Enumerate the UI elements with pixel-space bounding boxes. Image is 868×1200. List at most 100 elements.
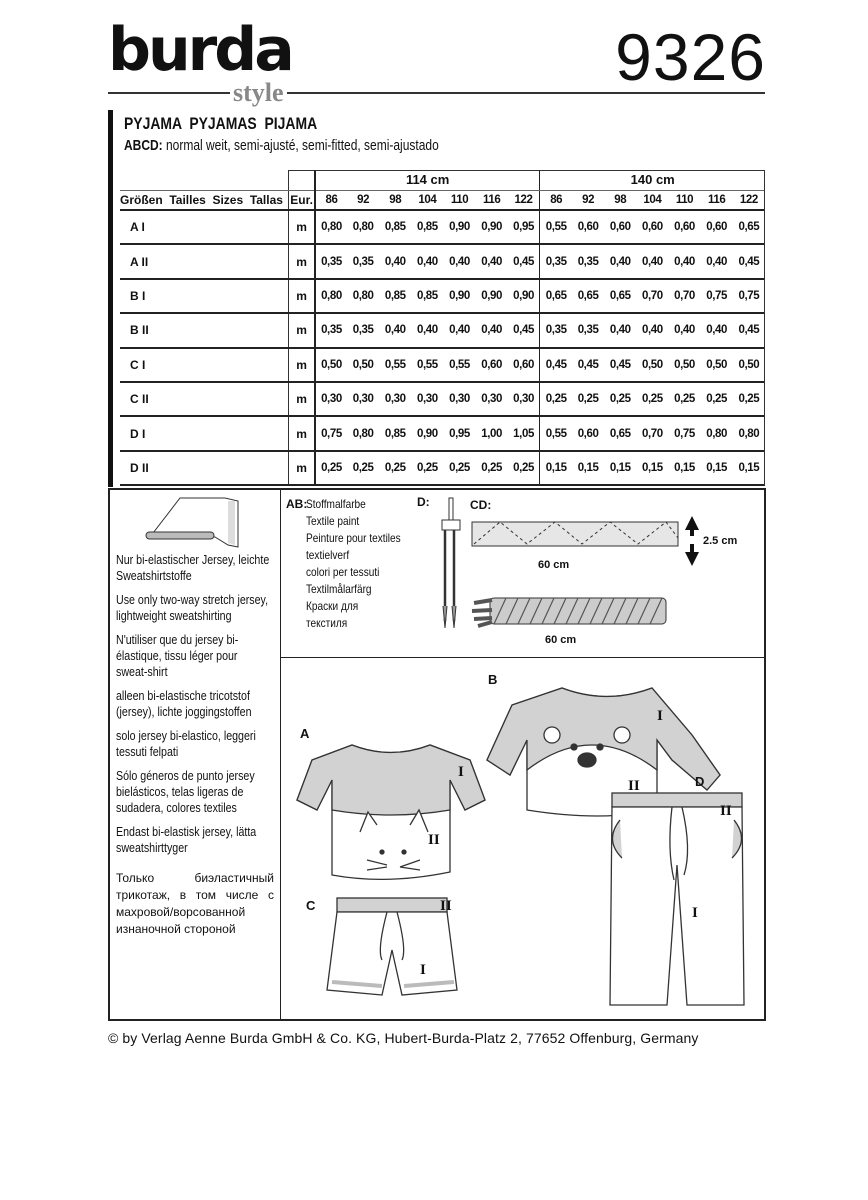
notions-d-label: D: — [417, 495, 430, 509]
table-row: D II m 0,25 0,25 0,25 0,25 0,25 0,25 0,25 0,15 0,1… — [120, 450, 765, 487]
yardage-cell: 1,05 — [507, 416, 541, 452]
yardage-cell: 0,40 — [700, 313, 733, 349]
yardage-cell: 0,25 — [411, 450, 444, 487]
yardage-cell: 0,30 — [379, 381, 412, 418]
sizes-label: Größen Tailles Sizes Tallas — [120, 190, 290, 211]
yardage-cell: 0,75 — [314, 416, 348, 452]
yardage-cell: 0,65 — [732, 210, 765, 246]
cord-length: 60 cm — [545, 634, 577, 646]
yardage-cell: 0,40 — [411, 244, 444, 280]
view-a-piece-ii: II — [428, 832, 440, 848]
yardage-cell: 0,60 — [572, 210, 605, 246]
yardage-cell: 0,30 — [347, 381, 380, 418]
yardage-cell: 0,50 — [668, 347, 701, 383]
yardage-cell: 0,45 — [572, 347, 605, 383]
row-unit: m — [288, 313, 316, 349]
subtitle-text: normal weit, semi-ajusté, semi-fitted, s… — [162, 137, 439, 154]
yardage-cell: 0,15 — [668, 450, 701, 487]
yardage-cell: 0,30 — [411, 381, 444, 418]
table-right-border — [764, 170, 765, 486]
row-unit: m — [288, 450, 316, 487]
yardage-cell: 0,45 — [539, 347, 573, 383]
yardage-cell: 0,90 — [475, 210, 508, 246]
size-header-116: 116 — [700, 190, 733, 211]
yardage-cell: 0,60 — [572, 416, 605, 452]
yardage-cell: 0,70 — [636, 416, 669, 452]
yardage-cell: 0,45 — [507, 244, 541, 280]
fabric-text: Endast bi-elastisk jersey, lätta sweatsh… — [116, 824, 257, 855]
fabric-recommendations: Nur bi-elastischer Jersey, leichte Sweat… — [116, 552, 276, 938]
yardage-cell: 0,40 — [700, 244, 733, 280]
row-unit: m — [288, 244, 316, 280]
row-unit: m — [288, 416, 316, 452]
yardage-cell: 0,45 — [732, 244, 765, 280]
yardage-cell: 0,95 — [507, 210, 541, 246]
view-c-piece-ii: II — [440, 898, 452, 914]
size-header-98: 98 — [379, 190, 412, 211]
yardage-cell: 0,80 — [700, 416, 733, 452]
yardage-cell: 0,15 — [572, 450, 605, 487]
width-header-row: 114 cm 140 cm — [120, 170, 765, 191]
size-header-92: 92 — [572, 190, 605, 211]
fabric-text: Nur bi-elastischer Jersey, leichte Sweat… — [116, 552, 270, 583]
row-unit: m — [288, 347, 316, 383]
tape-width: 2.5 cm — [703, 535, 738, 547]
yardage-cell: 0,40 — [604, 313, 637, 349]
size-header-104: 104 — [411, 190, 444, 211]
view-c-piece-i: I — [420, 962, 426, 978]
yardage-cell: 0,40 — [636, 244, 669, 280]
view-d-piece-i: I — [692, 905, 698, 921]
yardage-cell: 0,55 — [411, 347, 444, 383]
yardage-cell: 0,50 — [700, 347, 733, 383]
yardage-cell: 0,55 — [443, 347, 476, 383]
yardage-cell: 0,40 — [443, 244, 476, 280]
yardage-cell: 1,00 — [475, 416, 508, 452]
yardage-cell: 0,15 — [636, 450, 669, 487]
yardage-cell: 0,90 — [507, 278, 541, 315]
yardage-cell: 0,40 — [475, 313, 508, 349]
row-label: B I — [120, 278, 290, 315]
yardage-cell: 0,25 — [539, 381, 573, 418]
size-header-122: 122 — [732, 190, 765, 211]
row-label: D I — [120, 416, 290, 452]
row-label: B II — [120, 313, 290, 349]
view-a-tshirt-drawing — [296, 744, 486, 880]
yardage-cell: 0,80 — [314, 278, 348, 315]
yardage-cell: 0,70 — [668, 278, 701, 315]
view-a-piece-i: I — [458, 764, 464, 780]
table-row: B II m 0,35 0,35 0,40 0,40 0,40 0,40 0,45 0,35 0,3… — [120, 313, 765, 349]
size-header-92: 92 — [347, 190, 380, 211]
burda-style-logo: style — [230, 80, 287, 106]
yardage-cell: 0,90 — [443, 210, 476, 246]
view-b-label: B — [488, 672, 498, 687]
yardage-cell: 0,25 — [604, 381, 637, 418]
yardage-cell: 0,45 — [732, 313, 765, 349]
yardage-cell: 0,90 — [475, 278, 508, 315]
yardage-cell: 0,25 — [347, 450, 380, 487]
yardage-cell: 0,35 — [572, 313, 605, 349]
notion-text: colori per tessuti — [306, 565, 380, 579]
yardage-cell: 0,35 — [347, 244, 380, 280]
yardage-cell: 0,65 — [539, 278, 573, 315]
row-unit: m — [288, 278, 316, 315]
yardage-cell: 0,60 — [604, 210, 637, 246]
yardage-cell: 0,90 — [443, 278, 476, 315]
size-header-122: 122 — [507, 190, 541, 211]
notions-ab-list: Stoffmalfarbe Textile paint Peinture pour … — [306, 496, 401, 632]
size-header-98: 98 — [604, 190, 637, 211]
notions-illustrations — [471, 516, 699, 628]
yardage-cell: 0,50 — [347, 347, 380, 383]
yardage-cell: 0,40 — [411, 313, 444, 349]
row-label: A I — [120, 210, 290, 246]
yardage-table: 114 cm 140 cm Größen Tailles Sizes Talla… — [120, 170, 765, 487]
yardage-cell: 0,60 — [636, 210, 669, 246]
yardage-cell: 0,55 — [539, 210, 573, 246]
yardage-cell: 0,60 — [668, 210, 701, 246]
view-d-label: D — [695, 774, 705, 789]
yardage-cell: 0,65 — [604, 416, 637, 452]
row-label: A II — [120, 244, 290, 280]
yardage-cell: 0,65 — [572, 278, 605, 315]
fabric-bolt-icon — [145, 497, 239, 548]
